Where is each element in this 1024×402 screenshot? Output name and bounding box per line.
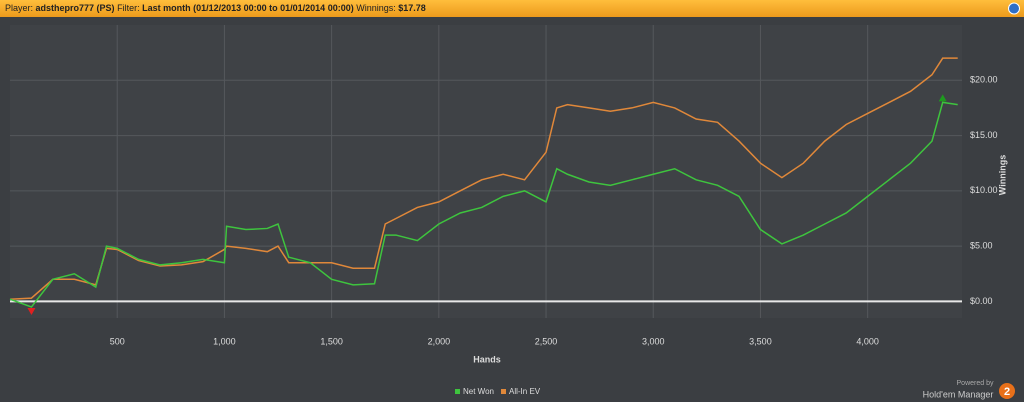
plot-area <box>10 25 962 318</box>
x-tick-label: 4,000 <box>856 336 879 346</box>
legend-label: All-In EV <box>509 387 541 396</box>
y-tick-label: $20.00 <box>970 75 998 85</box>
brand-badge <box>999 383 1015 399</box>
player: adsthepro777 (PS) <box>36 3 115 13</box>
x-tick-label: 3,000 <box>642 336 665 346</box>
filter-label: Filter: <box>117 3 140 13</box>
x-tick-label: 2,000 <box>428 336 451 346</box>
powered-by: Powered by <box>957 380 994 387</box>
legend-swatch <box>455 389 460 394</box>
badge-text: 2 <box>1004 386 1010 398</box>
brand: Hold'em Manager <box>923 389 994 399</box>
series-line <box>9 101 958 308</box>
x-tick-label: 1,000 <box>213 336 236 346</box>
legend-swatch <box>501 389 506 394</box>
y-tick-label: $15.00 <box>970 130 998 140</box>
x-tick-label: 3,500 <box>749 336 772 346</box>
player-label: Player: <box>5 3 33 13</box>
x-axis-title: Hands <box>473 354 501 364</box>
y-tick-label: $10.00 <box>970 185 998 195</box>
winnings: $17.78 <box>398 3 426 13</box>
y-axis-title: Winnings <box>997 155 1007 195</box>
y-tick-label: $5.00 <box>970 241 993 251</box>
extreme-marker <box>938 94 947 102</box>
help-button[interactable] <box>1008 2 1020 15</box>
y-tick-label: $0.00 <box>970 296 993 306</box>
header-text: Player: adsthepro777 (PS) Filter: Last m… <box>5 3 426 13</box>
x-tick-label: 2,500 <box>535 336 558 346</box>
x-tick-label: 500 <box>110 336 125 346</box>
series-line <box>9 57 958 300</box>
legend-label: Net Won <box>463 387 494 396</box>
filter: Last month (01/12/2013 00:00 to 01/01/20… <box>142 3 354 13</box>
x-tick-label: 1,500 <box>320 336 343 346</box>
header-bar <box>0 0 1024 17</box>
winnings-label: Winnings: <box>356 3 396 13</box>
extreme-marker <box>27 307 36 315</box>
